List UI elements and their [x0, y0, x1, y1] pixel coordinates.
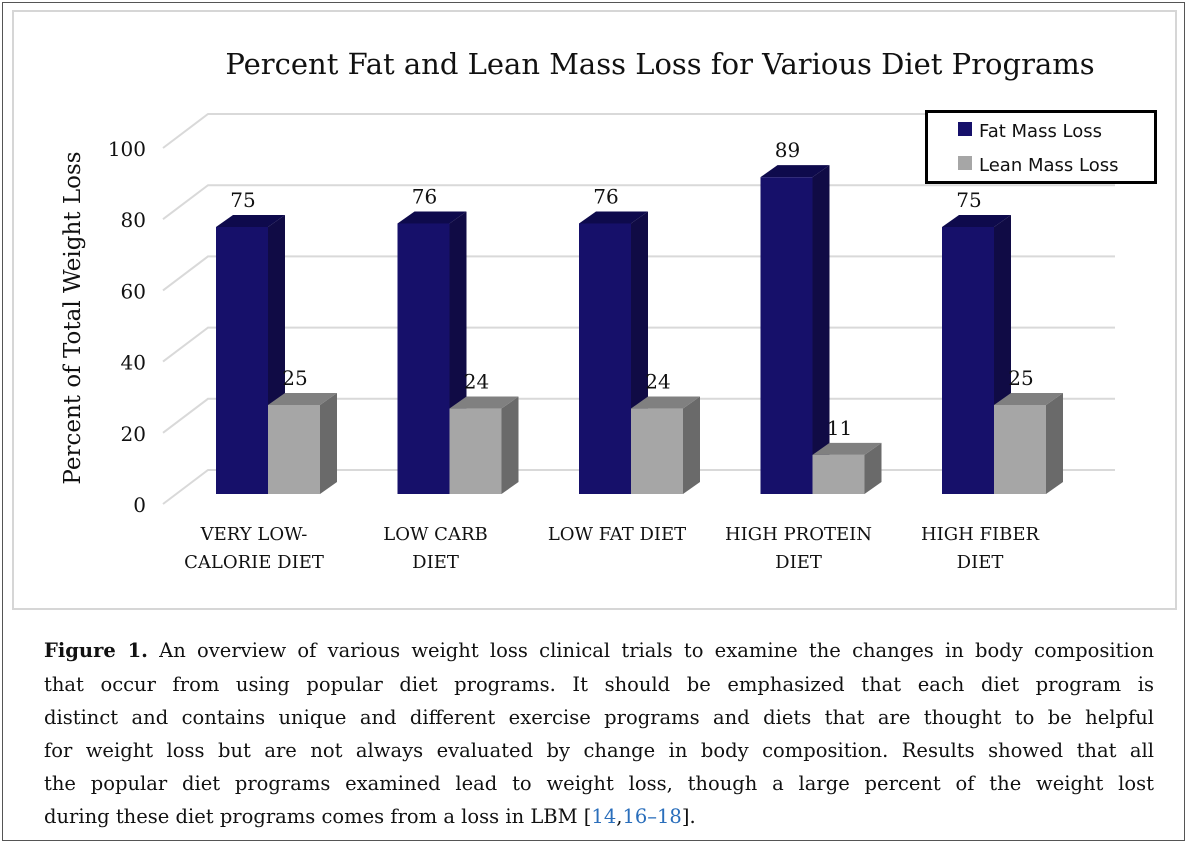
bar-front — [994, 405, 1046, 494]
legend-label-lean: Lean Mass Loss — [979, 155, 1118, 176]
bar-lean-mass — [449, 396, 519, 494]
chart-area — [12, 10, 1177, 610]
caption-line: distinct and contains unique and differe… — [44, 706, 1154, 729]
caption-line: during these diet programs comes from a … — [44, 802, 1154, 832]
caption-line: that occur from using popular diet progr… — [44, 673, 1154, 696]
x-tick-label: HIGH PROTEIN — [725, 524, 872, 545]
bar-lean-mass — [994, 393, 1063, 494]
data-label: 76 — [412, 184, 437, 208]
bar-lean-mass — [268, 393, 337, 494]
bar-side — [501, 396, 519, 494]
y-tick-label: 40 — [121, 351, 146, 375]
bar-front — [631, 408, 683, 494]
caption-text: An overview of various weight loss clini… — [147, 639, 1154, 662]
bar-top — [449, 396, 519, 409]
bar-front — [942, 227, 994, 494]
bar-top — [942, 215, 1011, 227]
bar-top — [579, 211, 648, 224]
gridline — [162, 113, 1115, 149]
y-tick-label: 20 — [121, 422, 146, 446]
bar-top — [216, 215, 285, 227]
caption-line: Figure 1. An overview of various weight … — [44, 636, 1154, 666]
bar-side — [320, 393, 337, 494]
x-tick-label: CALORIE DIET — [184, 552, 324, 573]
x-axis-labels: VERY LOW- CALORIE DIET LOW CARB DIET LOW FAT… — [184, 524, 1039, 573]
caption-text: ]. — [681, 805, 696, 828]
legend-label-fat: Fat Mass Loss — [979, 121, 1102, 142]
bar-side — [683, 396, 700, 494]
bar-front — [812, 454, 865, 494]
bar-top — [812, 442, 882, 455]
y-tick-label: 80 — [121, 208, 146, 232]
bar-top — [268, 393, 337, 405]
data-label: 24 — [645, 370, 670, 394]
bar-front — [760, 177, 813, 494]
data-label: 76 — [593, 184, 618, 208]
caption-line: the popular diet programs examined lead … — [44, 772, 1154, 795]
reference-link[interactable]: 14 — [591, 805, 617, 828]
bar-top — [631, 396, 700, 409]
bar-lean-mass — [631, 396, 700, 494]
bar-top — [397, 211, 467, 224]
data-label: 75 — [956, 188, 981, 212]
bar-front — [397, 223, 450, 494]
legend: Fat Mass Loss Lean Mass Loss — [925, 110, 1157, 184]
bar-front — [268, 405, 320, 494]
bar-lean-mass — [812, 442, 882, 494]
reference-link[interactable]: 16–18 — [622, 805, 682, 828]
caption-line: for weight loss but are not always evalu… — [44, 739, 1154, 762]
y-tick-label: 100 — [108, 137, 146, 161]
y-axis-label: Percent of Total Weight Loss — [60, 151, 86, 484]
data-label: 89 — [775, 138, 800, 162]
bar-top — [760, 165, 830, 178]
x-tick-label: LOW FAT DIET — [548, 524, 686, 545]
x-tick-label: DIET — [412, 552, 459, 573]
data-label: 11 — [827, 416, 852, 440]
x-tick-label: DIET — [957, 552, 1004, 573]
x-tick-label: VERY LOW- — [200, 524, 308, 545]
data-label: 25 — [282, 366, 307, 390]
chart-title: Percent Fat and Lean Mass Loss for Vario… — [225, 47, 1094, 81]
legend-swatch-fat — [958, 122, 972, 136]
x-tick-label: LOW CARB — [383, 524, 487, 545]
bar-front — [449, 408, 502, 494]
legend-swatch-lean — [958, 156, 972, 170]
bar-side — [812, 165, 830, 494]
data-label: 25 — [1008, 366, 1033, 390]
caption-text: during these diet programs comes from a … — [44, 805, 592, 828]
bar-side — [1046, 393, 1063, 494]
bars: 75 25 76 24 76 24 89 11 75 25 — [216, 138, 1063, 494]
bar-fat-mass — [760, 165, 830, 494]
y-tick-label: 60 — [121, 279, 146, 303]
data-label: 24 — [464, 370, 489, 394]
x-tick-label: DIET — [775, 552, 822, 573]
caption-label: Figure 1. — [44, 639, 148, 662]
data-label: 75 — [230, 188, 255, 212]
bar-side — [864, 442, 882, 494]
bar-chart: Percent Fat and Lean Mass Loss for Vario… — [60, 47, 1157, 573]
bar-top — [994, 393, 1063, 405]
y-tick-label: 0 — [133, 493, 146, 517]
bar-front — [216, 227, 268, 494]
bar-front — [579, 223, 631, 494]
x-tick-label: HIGH FIBER — [921, 524, 1040, 545]
y-axis-ticks: 0 20 40 60 80 100 — [108, 137, 146, 517]
caption-text: , — [616, 805, 623, 828]
